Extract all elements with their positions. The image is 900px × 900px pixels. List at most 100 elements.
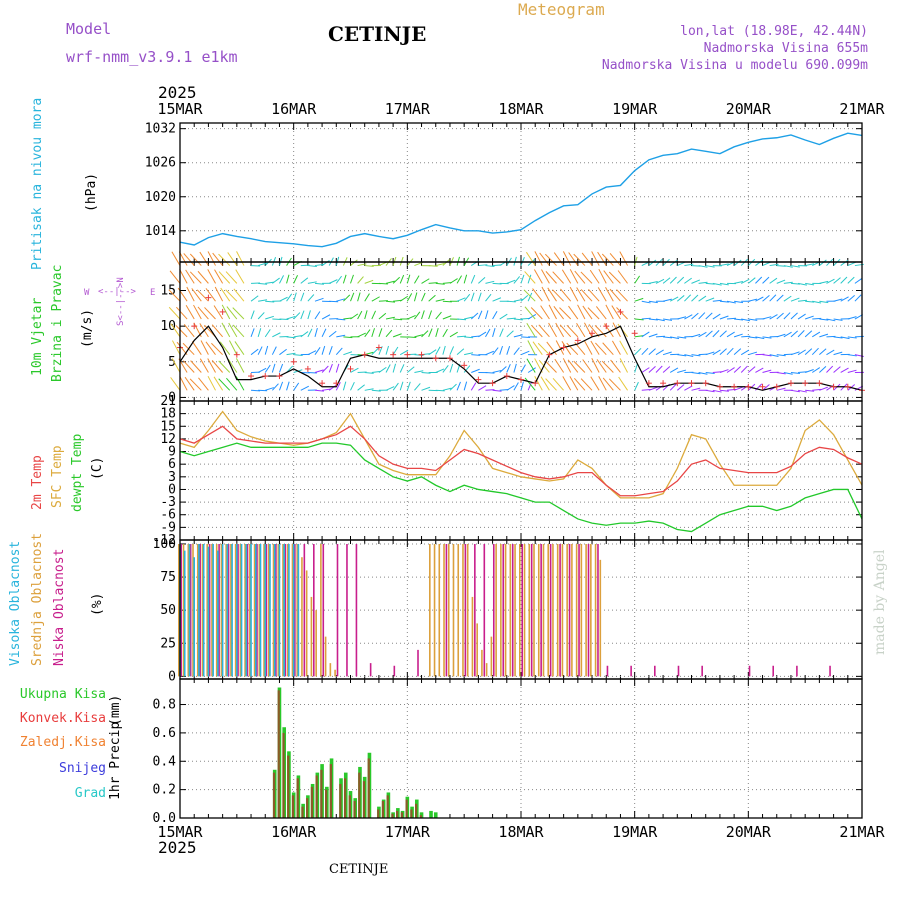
wind-arrow	[449, 363, 454, 373]
wind-arrow	[520, 350, 530, 356]
wind-arrow	[171, 340, 181, 355]
pressure-line	[179, 132, 863, 248]
x-tick-label-bottom: 20MAR	[726, 823, 772, 841]
wind-arrow	[691, 387, 701, 391]
wind-arrow	[776, 387, 786, 391]
wind-arrow	[300, 277, 309, 284]
wind-arrow	[790, 330, 799, 338]
wind-arrow	[603, 270, 614, 284]
wind-arrow	[314, 347, 321, 355]
wind-arrow	[207, 358, 216, 373]
wind-arrow	[776, 371, 786, 375]
wind-arrow	[733, 386, 743, 391]
wind-arrow	[485, 265, 495, 267]
wind-arrow	[641, 347, 649, 356]
wind-arrow	[524, 271, 536, 284]
legend-conv-precip: Konvek.Kisa	[19, 711, 106, 726]
wind-arrow	[553, 306, 565, 320]
wind-arrow	[218, 378, 231, 391]
wind-arrow	[470, 312, 479, 320]
wind-arrow	[499, 366, 507, 373]
wind-arrow	[191, 288, 202, 302]
wind-arrow	[335, 256, 340, 266]
wind-arrow	[371, 347, 379, 356]
station-title: CETINJE	[328, 22, 427, 46]
wind-arrow	[520, 364, 526, 373]
wind-arrow	[748, 298, 758, 302]
wind-arrow	[705, 265, 715, 268]
pressure-ytick-label: 1026	[145, 156, 176, 171]
wind-arrow	[662, 298, 672, 302]
wind-arrow	[726, 367, 735, 373]
wind-arrow	[322, 388, 332, 391]
wind-arrow	[669, 259, 678, 266]
wind-arrow	[513, 318, 523, 321]
wind-arrow	[669, 383, 677, 391]
wind-arrow	[407, 314, 416, 320]
wind-arrow	[783, 371, 793, 375]
wind-arrow	[776, 354, 786, 357]
wind-arrow	[336, 334, 346, 338]
wind-arrow	[179, 269, 188, 284]
wind-arrow	[364, 388, 374, 391]
wind-arrow	[336, 318, 346, 321]
wind-arrow	[392, 346, 399, 355]
wind-arrow	[371, 370, 381, 373]
wind-arrow	[406, 293, 413, 302]
wind-arrow	[616, 307, 628, 320]
wind-arrow	[449, 278, 458, 284]
wind-arrow	[619, 340, 628, 355]
wind-arrow	[186, 286, 195, 302]
cloud-ytick-label: 50	[160, 603, 176, 618]
wind-arrow	[286, 274, 290, 284]
wind-arrow	[428, 328, 433, 338]
wind-arrow	[559, 324, 572, 338]
wind-arrow	[677, 354, 687, 357]
cloud-ytick-label: 100	[153, 537, 176, 552]
wind-arrow	[364, 293, 370, 302]
wind-arrow	[590, 376, 600, 391]
wind-arrow	[641, 331, 650, 338]
wind-arrow	[755, 296, 764, 302]
wind-arrow	[218, 360, 231, 373]
wind-arrow	[399, 256, 404, 266]
wind-arrow	[634, 347, 642, 356]
wind-arrow	[783, 331, 792, 338]
wind-arrow	[676, 384, 685, 391]
wind-arrow	[648, 259, 657, 266]
wind-arrow	[669, 296, 679, 302]
wind-arrow	[184, 376, 195, 391]
cloud-ytick-label: 0	[168, 669, 176, 684]
wind-arrow	[350, 313, 359, 320]
wind-arrow	[847, 369, 857, 373]
wind-arrow	[847, 294, 855, 302]
wind-arrow	[189, 271, 202, 284]
wind-arrow	[719, 315, 729, 320]
wind-arrow	[442, 365, 449, 373]
wind-arrow	[168, 289, 181, 302]
temp-ytick-label: 15	[160, 419, 176, 434]
wind-arrow	[562, 251, 572, 266]
wind-arrow	[833, 351, 843, 356]
wind-arrow	[421, 386, 431, 391]
wind-arrow	[634, 363, 638, 373]
wind-arrow	[478, 331, 487, 338]
conv-precip-bar	[419, 815, 422, 818]
wind-arrow	[484, 310, 489, 320]
wind-arrow	[371, 296, 380, 302]
wind-arrow	[526, 322, 536, 338]
wind-arrow	[499, 345, 503, 355]
wind-arrow	[755, 367, 764, 373]
wind-arrow	[257, 346, 263, 355]
wind-arrow	[307, 281, 317, 284]
wind-arrow	[314, 328, 318, 337]
x-tick-label-top: 20MAR	[726, 100, 772, 118]
wind-arrow	[199, 358, 209, 373]
wind-arrow	[212, 252, 224, 266]
wind-arrow	[328, 279, 338, 284]
wind-arrow	[328, 384, 337, 391]
wind-arrow	[548, 322, 557, 338]
wind-arrow	[385, 386, 395, 391]
wind-arrow	[364, 329, 371, 338]
wind-arrow	[589, 269, 600, 284]
